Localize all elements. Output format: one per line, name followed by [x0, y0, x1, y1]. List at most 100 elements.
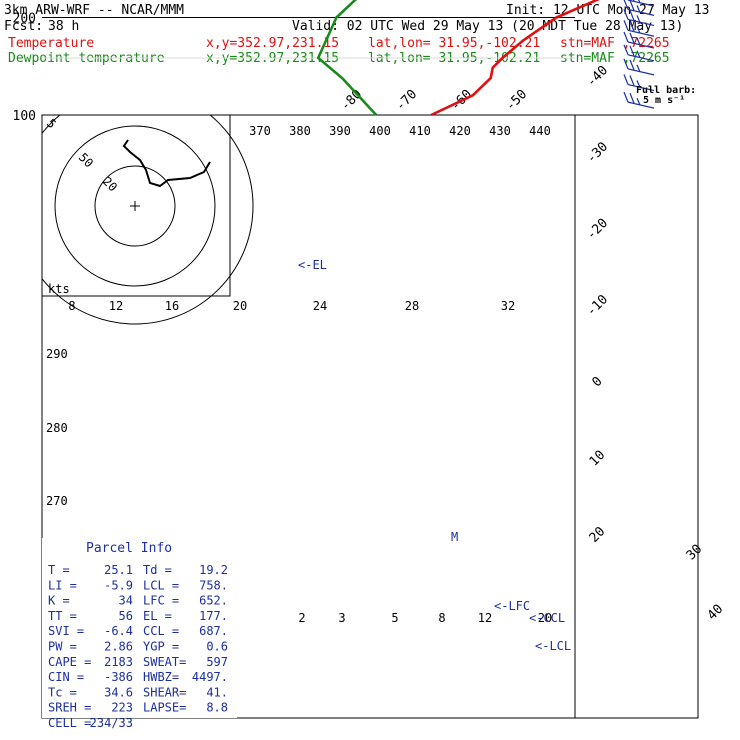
wind-barb-feather	[629, 92, 635, 104]
parcel-row-value: 25.1	[104, 563, 133, 577]
wind-barb-feather	[636, 26, 641, 34]
parcel-row-label: K =	[48, 594, 70, 608]
hodograph-trace	[122, 139, 211, 188]
wind-barb-shaft	[627, 18, 655, 27]
sounding-series	[316, 0, 600, 117]
hodograph-ring	[94, 165, 176, 247]
theta-label-410: 410	[409, 124, 431, 138]
wind-barb-feather	[636, 64, 641, 73]
parcel-row-label: TT =	[48, 609, 77, 623]
annotation-m: M	[451, 530, 458, 544]
hodograph-ring	[42, 115, 254, 325]
annotation-lfc: <-LFC	[494, 599, 530, 613]
parcel-row-value: -5.9	[104, 578, 133, 592]
theta-label-390: 390	[329, 124, 351, 138]
temperature-profile	[430, 0, 600, 117]
wind-barb-shaft	[627, 101, 655, 109]
isotherm-label-30: 30	[684, 542, 706, 564]
mixing-ratio-upper-label-24: 24	[313, 299, 327, 313]
model-title: 3km ARW-WRF -- NCAR/MMM	[4, 3, 185, 18]
parcel-row-value: 234/33	[90, 716, 133, 730]
barb-legend-line2: 5 m s⁻¹	[643, 95, 685, 106]
dewpoint-xy: x,y=352.97,231.15	[206, 51, 340, 66]
mixing-ratio-lower-label-5: 5	[391, 611, 398, 625]
mixing-ratio-lower-label-20: 20	[538, 611, 552, 625]
parcel-row-label2: SWEAT=	[143, 655, 186, 669]
wind-barb-feather	[629, 32, 635, 44]
parcel-row-value2: 652.	[199, 594, 228, 608]
wind-barb-feather	[629, 75, 635, 86]
wind-barb-feather	[623, 74, 629, 85]
parcel-row-label: Tc =	[48, 685, 77, 699]
diagram-background-lines	[41, 16, 699, 719]
dry-adiabat-490	[686, 115, 689, 116]
parcel-row-label2: YGP =	[143, 640, 179, 654]
parcel-annotations: <-EL <-LFC<-CCL <-LCL M	[298, 258, 571, 653]
annotation-el: <-EL	[298, 258, 327, 272]
wind-barb-shaft	[627, 41, 655, 49]
dewpoint-profile	[316, 0, 378, 116]
parcel-row-value2: 597	[206, 655, 228, 669]
parcel-info-panel: Parcel Info T = 25.1 Td = 19.2 LI = -5.9 LCL = 7…	[42, 538, 237, 730]
theta-label-400: 400	[369, 124, 391, 138]
dewpoint-latlon: lat,lon= 31.95,-102.21	[368, 51, 541, 66]
mixing-ratio-lower-label-3: 3	[338, 611, 345, 625]
pressure-axis: 1002003004005006007008009001000	[13, 11, 36, 124]
wind-barb-feather	[638, 0, 641, 4]
pressure-label-200: 200	[13, 11, 36, 26]
wind-barb-shaft	[627, 54, 655, 62]
parcel-row-label: T =	[48, 563, 70, 577]
init-time: Init: 12 UTC Mon 27 May 13	[506, 3, 710, 18]
mixing-ratio-lower-label-12: 12	[478, 611, 492, 625]
parcel-row-value: -6.4	[104, 624, 133, 638]
isotherm-label-0: 0	[589, 374, 605, 390]
parcel-info-background	[42, 538, 237, 718]
barb-legend: Full barb:5 m s⁻¹	[636, 85, 696, 106]
annotation-lcl: <-LCL	[535, 639, 571, 653]
wind-barb-feather	[623, 58, 629, 70]
theta-label-440: 440	[529, 124, 551, 138]
isotherm-label--40: -40	[584, 63, 611, 90]
isotherm-label--30: -30	[584, 139, 611, 166]
mixing-ratio-lower-label-2: 2	[298, 611, 305, 625]
temperature-station: stn=MAF ,72265	[560, 36, 670, 51]
dry-adiabat-500	[715, 0, 740, 115]
wind-barb-feather	[629, 45, 635, 57]
wind-barb-feather	[629, 21, 635, 32]
parcel-row-value: 2.86	[104, 640, 133, 654]
mixing-ratio-upper-label-20: 20	[233, 299, 247, 313]
dewpoint-label: Dewpoint temperature	[8, 51, 165, 66]
parcel-row-label2: LFC =	[143, 594, 179, 608]
wind-barb-feather	[623, 31, 629, 43]
isotherm-label-20: 20	[587, 524, 609, 546]
parcel-row-label2: LCL =	[143, 578, 179, 592]
wind-barb-feather	[623, 0, 629, 10]
parcel-row-value2: 0.6	[206, 640, 228, 654]
wind-barb-feather	[629, 0, 635, 11]
isotherm-label-40: 40	[705, 602, 727, 624]
mixing-ratio-upper-label-28: 28	[405, 299, 419, 313]
parcel-row-label2: SHEAR=	[143, 685, 186, 699]
fcst-label: Fcst:	[4, 19, 44, 34]
mixing-ratio-upper-label-12: 12	[109, 299, 123, 313]
theta-label-430: 430	[489, 124, 511, 138]
mixing-ratio-upper-label-16: 16	[165, 299, 179, 313]
parcel-row-value2: 687.	[199, 624, 228, 638]
theta-label-380: 380	[289, 124, 311, 138]
temperature-label: Temperature	[8, 36, 95, 51]
wind-barb-feather	[623, 9, 629, 20]
isotherm-label-10: 10	[587, 448, 609, 470]
wind-barb-feather	[636, 50, 641, 59]
parcel-row-label2: LAPSE=	[143, 701, 186, 715]
temperature-xy: x,y=352.97,231.15	[206, 36, 340, 51]
hodograph-ring	[54, 125, 216, 287]
parcel-row-value: -386	[104, 670, 133, 684]
wind-barb-feather	[623, 91, 629, 103]
parcel-row-value2: 177.	[199, 609, 228, 623]
parcel-row-label: PW =	[48, 640, 77, 654]
isotherm-label--10: -10	[584, 292, 611, 319]
wind-barb-feather	[636, 37, 641, 46]
adiabat-label-280: 280	[46, 421, 68, 435]
